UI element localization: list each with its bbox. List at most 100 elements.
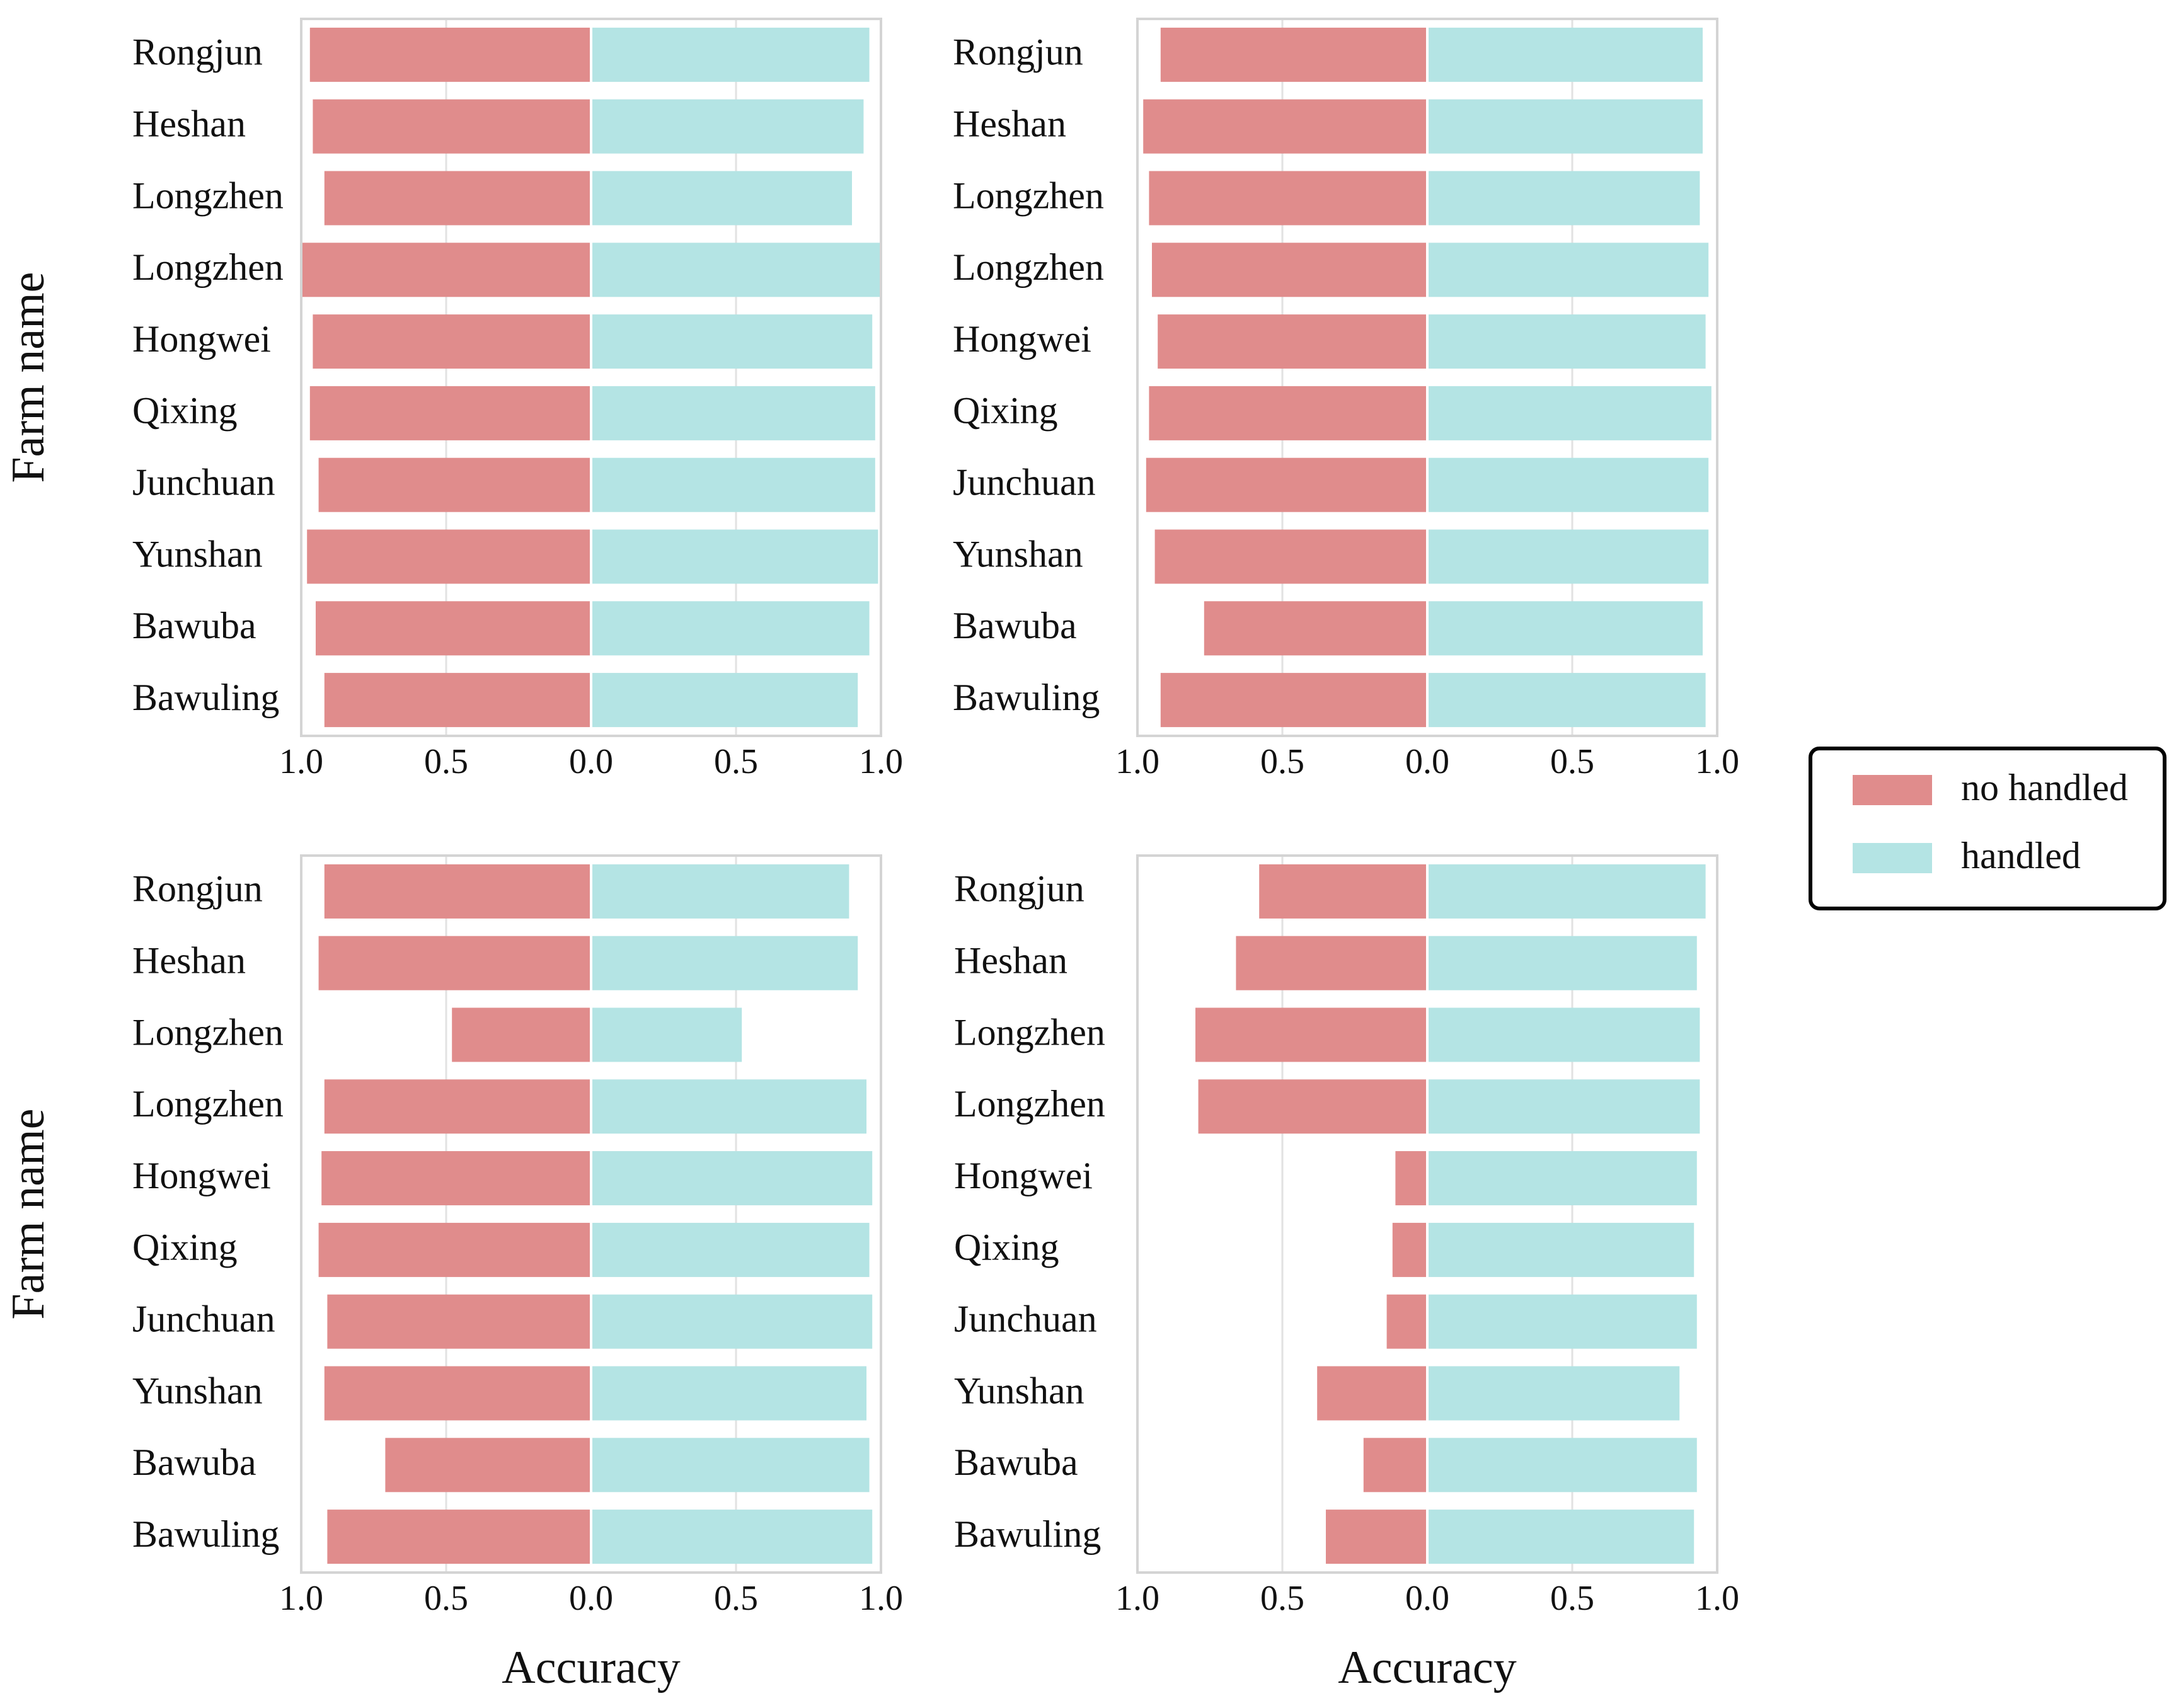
bar-handled <box>1427 457 1709 512</box>
bar-no-handled <box>1198 1079 1427 1134</box>
bar-handled <box>591 864 849 919</box>
plot-frame <box>300 18 882 737</box>
bar-handled <box>591 1294 873 1349</box>
bar-handled <box>591 457 875 512</box>
x-tick-label: 0.5 <box>1550 742 1594 781</box>
category-label: Hongwei <box>132 1155 271 1196</box>
category-label: Bawuling <box>132 1513 279 1555</box>
category-label: Hongwei <box>954 1155 1093 1196</box>
bar-no-handled <box>1395 1151 1427 1206</box>
bar-no-handled <box>324 171 591 226</box>
bar-no-handled <box>309 27 591 82</box>
x-tick-label: 1.0 <box>859 1579 903 1618</box>
plot-frame <box>1136 854 1718 1574</box>
x-tick-label: 1.0 <box>279 1579 323 1618</box>
bar-handled <box>1427 936 1697 990</box>
bar-no-handled <box>316 601 591 656</box>
legend-label: handled <box>1961 835 2081 876</box>
bar-no-handled <box>1386 1294 1427 1349</box>
bar-handled <box>591 243 881 297</box>
category-label: Bawuba <box>132 605 256 646</box>
bar-no-handled <box>1158 314 1427 369</box>
plot-frame <box>1136 18 1718 737</box>
x-axis-label: Accuracy <box>502 1642 680 1694</box>
category-label: Qixing <box>132 390 238 432</box>
bar-handled <box>591 1366 866 1421</box>
bar-handled <box>591 601 870 656</box>
bar-handled <box>591 99 864 154</box>
bar-no-handled <box>1160 673 1427 728</box>
legend-swatch-handled <box>1853 843 1932 873</box>
x-tick-label: 0.0 <box>569 742 613 781</box>
bar-no-handled <box>1204 601 1427 656</box>
bar-handled <box>1427 1510 1694 1564</box>
x-tick-label: 1.0 <box>1115 1579 1159 1618</box>
category-label: Heshan <box>954 939 1067 981</box>
bar-handled <box>1427 1151 1697 1206</box>
bar-handled <box>591 1438 870 1493</box>
category-label: Rongjun <box>954 868 1084 910</box>
bar-handled <box>1427 386 1712 440</box>
bar-no-handled <box>1149 386 1427 440</box>
category-label: Junchuan <box>132 461 275 503</box>
legend-swatch-no-handled <box>1853 775 1932 805</box>
bar-handled <box>591 936 858 990</box>
bar-no-handled <box>309 386 591 440</box>
category-label: Longzhen <box>132 1011 284 1053</box>
category-label: Bawuba <box>954 1441 1078 1483</box>
category-label: Hongwei <box>132 318 271 360</box>
bar-no-handled <box>1392 1222 1427 1277</box>
bar-no-handled <box>1154 529 1427 584</box>
bar-no-handled <box>1236 936 1427 990</box>
bar-no-handled <box>318 1222 591 1277</box>
category-label: Heshan <box>132 103 246 144</box>
category-label: Longzhen <box>954 1011 1105 1053</box>
category-label: Bawuling <box>954 1513 1101 1555</box>
x-tick-label: 0.5 <box>714 1579 758 1618</box>
category-label: Rongjun <box>132 32 263 73</box>
x-tick-label: 1.0 <box>1695 742 1739 781</box>
category-label: Longzhen <box>132 175 284 216</box>
bar-no-handled <box>313 99 591 154</box>
bar-no-handled <box>1195 1007 1427 1062</box>
category-label: Hongwei <box>953 318 1091 360</box>
bar-handled <box>591 1510 873 1564</box>
bar-handled <box>1427 1438 1697 1493</box>
bar-no-handled <box>1146 457 1427 512</box>
x-tick-label: 0.5 <box>424 1579 468 1618</box>
bar-handled <box>1427 1366 1680 1421</box>
category-label: Rongjun <box>132 868 263 910</box>
category-label: Longzhen <box>953 175 1104 216</box>
bar-no-handled <box>327 1294 591 1349</box>
x-tick-label: 0.5 <box>714 742 758 781</box>
legend-label: no handled <box>1961 767 2128 808</box>
category-label: Yunshan <box>953 533 1083 575</box>
category-label: Longzhen <box>132 246 284 288</box>
x-tick-label: 0.5 <box>424 742 468 781</box>
bar-no-handled <box>313 314 591 369</box>
bar-handled <box>1427 529 1709 584</box>
bar-no-handled <box>1363 1438 1427 1493</box>
bar-handled <box>591 27 870 82</box>
x-tick-label: 0.0 <box>1405 742 1449 781</box>
category-label: Bawuba <box>953 605 1077 646</box>
bar-no-handled <box>324 1366 591 1421</box>
bar-no-handled <box>1143 99 1427 154</box>
bar-no-handled <box>452 1007 591 1062</box>
bar-handled <box>1427 27 1703 82</box>
bar-no-handled <box>1149 171 1427 226</box>
x-tick-label: 1.0 <box>279 742 323 781</box>
bar-handled <box>1427 99 1703 154</box>
category-label: Yunshan <box>954 1370 1084 1411</box>
bar-no-handled <box>1259 864 1427 919</box>
bar-handled <box>591 673 858 728</box>
category-label: Bawuba <box>132 1441 256 1483</box>
bar-no-handled <box>321 1151 591 1206</box>
bar-handled <box>1427 673 1706 728</box>
bar-no-handled <box>385 1438 591 1493</box>
bar-handled <box>1427 1079 1700 1134</box>
category-label: Qixing <box>953 390 1058 432</box>
category-label: Rongjun <box>953 32 1083 73</box>
bar-no-handled <box>327 1510 591 1564</box>
